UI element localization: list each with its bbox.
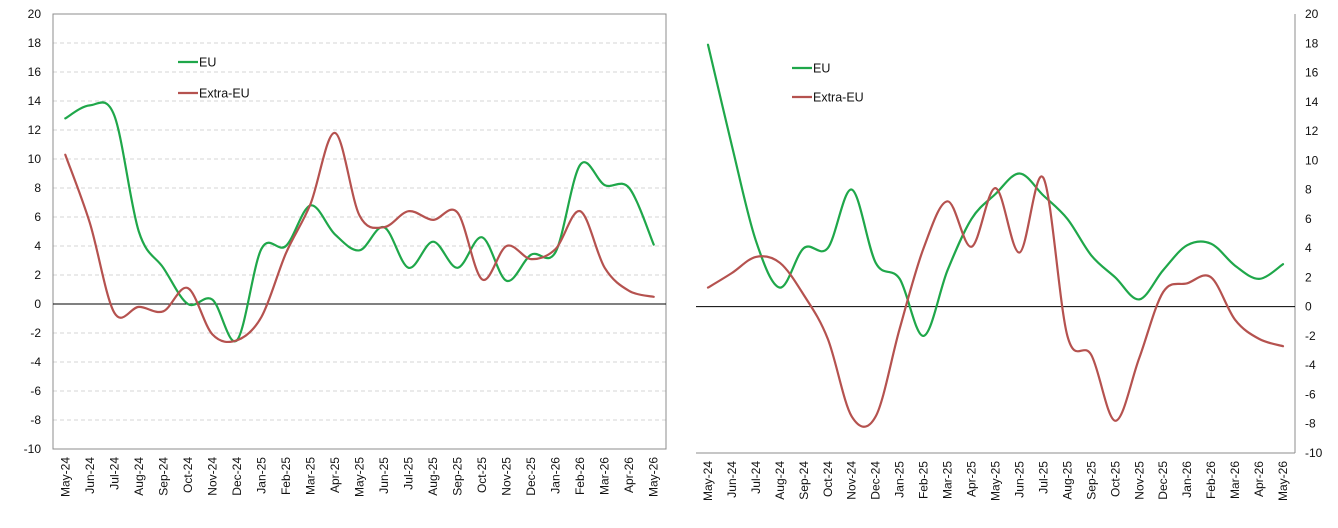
x-tick-label: Jun-24 [725,461,739,498]
plot-frame [52,13,667,450]
x-tick-label: May-24 [701,461,715,501]
y-tick-label: -10 [24,442,42,456]
x-tick-label: Dec-25 [524,457,538,496]
y-tick-label: 14 [1305,95,1319,109]
x-tick-label: Jan-25 [254,457,268,494]
y-tick-label: 10 [1305,153,1319,167]
x-tick-label: Dec-24 [230,457,244,496]
y-tick-label: 4 [1305,241,1312,255]
y-tick-label: 8 [34,181,41,195]
x-tick-label: Jan-26 [1180,461,1194,498]
x-tick-label: Feb-26 [1204,461,1218,499]
y-tick-label: 6 [1305,212,1312,226]
y-tick-label: -8 [30,413,41,427]
x-tick-label: Mar-25 [941,461,955,499]
y-tick-label: 4 [34,239,41,253]
x-tick-label: Apr-26 [622,457,636,493]
x-tick-label: Sep-25 [451,457,465,496]
series-line-eu [706,43,1285,337]
x-tick-label: Jan-26 [549,457,563,494]
y-tick-label: 12 [28,123,42,137]
x-tick-label: Jun-25 [377,457,391,494]
x-tick-label: Mar-26 [598,457,612,495]
legend-label: EU [813,62,830,76]
y-tick-label: 0 [34,297,41,311]
x-tick-label: Nov-24 [845,461,859,500]
y-tick-label: 18 [1305,36,1319,50]
x-tick-label: May-26 [1276,461,1290,501]
x-tick-label: Sep-24 [797,461,811,500]
y-tick-label: -4 [30,355,41,369]
x-tick-label: Mar-25 [303,457,317,495]
x-tick-label: Nov-25 [500,457,514,496]
y-tick-label: 10 [28,152,42,166]
y-tick-label: 6 [34,210,41,224]
y-tick-label: -2 [1305,329,1316,343]
series-line-extra-eu [706,175,1285,428]
x-tick-label: Dec-24 [869,461,883,500]
x-tick-label: Jul-25 [1036,461,1050,494]
y-tick-label: 14 [28,94,42,108]
y-tick-label: -2 [30,326,41,340]
x-tick-label: Nov-24 [205,457,219,496]
y-tick-label: 2 [1305,270,1312,284]
x-tick-label: Feb-26 [573,457,587,495]
legend-label: EU [199,56,216,70]
x-tick-label: Jan-25 [893,461,907,498]
x-tick-label: Oct-24 [821,461,835,497]
x-tick-label: Oct-25 [475,457,489,493]
y-tick-label: 20 [28,7,42,21]
x-tick-label: May-24 [58,457,72,497]
y-tick-label: -4 [1305,358,1316,372]
y-tick-label: 18 [28,36,42,50]
x-tick-label: Jul-25 [402,457,416,490]
x-tick-label: Jun-25 [1012,461,1026,498]
y-tick-label: -8 [1305,417,1316,431]
y-tick-label: 0 [1305,300,1312,314]
x-tick-label: Aug-24 [132,457,146,496]
y-tick-label: 8 [1305,183,1312,197]
x-tick-label: Jun-24 [83,457,97,494]
x-tick-label: Aug-25 [1060,461,1074,500]
legend-label: Extra-EU [813,91,864,105]
x-tick-label: Apr-26 [1252,461,1266,497]
y-tick-label: 16 [28,65,42,79]
x-tick-label: Sep-25 [1084,461,1098,500]
series-line-eu [64,101,655,343]
x-tick-label: Aug-24 [773,461,787,500]
x-tick-label: Oct-24 [181,457,195,493]
x-tick-label: Jul-24 [107,457,121,490]
series-line-extra-eu [64,131,655,344]
legend-label: Extra-EU [199,87,250,101]
x-tick-label: Oct-25 [1108,461,1122,497]
x-tick-label: Apr-25 [328,457,342,493]
y-tick-label: -6 [30,384,41,398]
y-tick-label: 2 [34,268,41,282]
y-tick-label: 16 [1305,66,1319,80]
y-tick-label: 12 [1305,124,1319,138]
x-tick-label: Aug-25 [426,457,440,496]
x-tick-label: Apr-25 [965,461,979,497]
x-tick-label: May-25 [353,457,367,497]
x-tick-label: Feb-25 [917,461,931,499]
x-tick-label: Nov-25 [1132,461,1146,500]
y-tick-label: -6 [1305,387,1316,401]
x-tick-label: May-25 [989,461,1003,501]
y-tick-label: 20 [1305,7,1319,21]
x-tick-label: Jul-24 [749,461,763,494]
x-tick-label: Feb-25 [279,457,293,495]
x-tick-label: Dec-25 [1156,461,1170,500]
x-tick-label: Sep-24 [156,457,170,496]
x-tick-label: Mar-26 [1228,461,1242,499]
x-tick-label: May-26 [647,457,661,497]
y-tick-label: -10 [1305,446,1323,460]
